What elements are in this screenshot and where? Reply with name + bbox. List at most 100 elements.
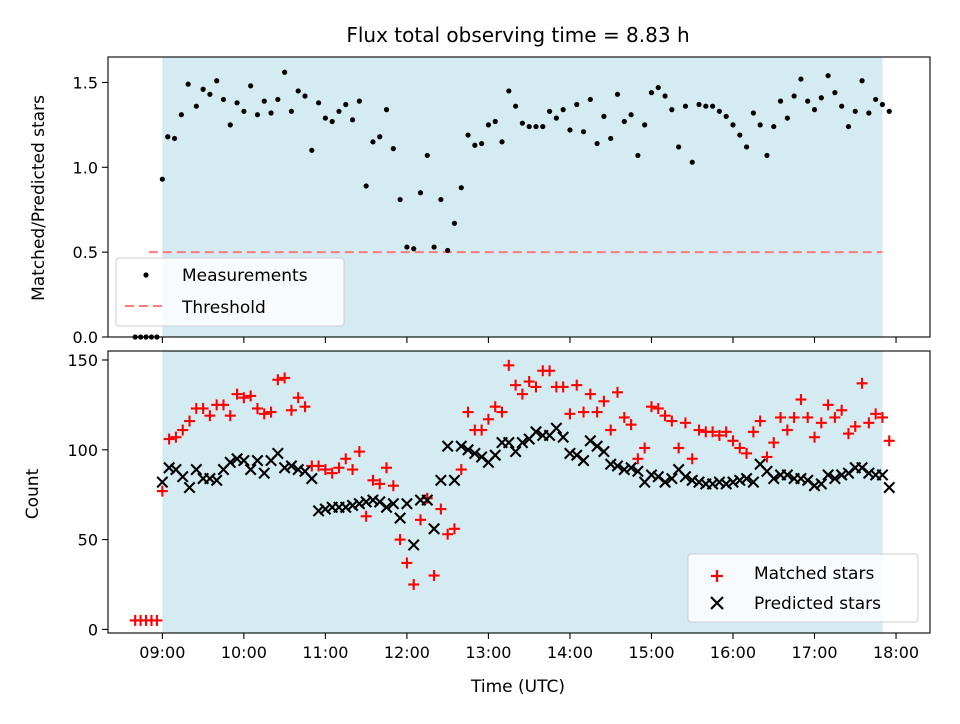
predicted-star-point (862, 467, 875, 480)
predicted-star-point (835, 468, 848, 481)
measurement-point (356, 98, 362, 104)
measurement-point (811, 107, 818, 113)
chart-title: Flux total observing time = 8.83 h (346, 23, 689, 47)
matched-star-point (734, 442, 746, 454)
predicted-star-point (597, 445, 610, 458)
measurement-point (411, 246, 417, 252)
predicted-star-point (231, 452, 244, 465)
matched-star-point (578, 406, 590, 418)
measurement-point (397, 196, 403, 203)
measurement-point (546, 108, 553, 114)
matched-star-point (584, 388, 596, 400)
measurement-point (791, 93, 797, 99)
measurement-point (689, 159, 695, 165)
matched-star-point (741, 447, 753, 459)
matched-star-point (238, 392, 250, 404)
predicted-star-point (407, 539, 420, 551)
measurement-point (580, 129, 587, 135)
measurement-point (165, 134, 171, 140)
predicted-star-point (876, 468, 889, 481)
measurement-point (587, 96, 593, 103)
measurement-point (642, 122, 648, 128)
predicted-star-point (645, 468, 658, 481)
matched-star-point (285, 404, 297, 416)
measurement-point (764, 152, 770, 159)
matched-star-point (489, 401, 501, 413)
measurement-point (200, 86, 206, 92)
matched-star-point (679, 417, 691, 429)
measurement-point (383, 107, 390, 113)
measurement-point (220, 96, 227, 103)
matched-star-point (394, 534, 406, 546)
matched-star-point (204, 410, 216, 422)
matched-star-point (836, 404, 848, 416)
matched-star-point (245, 390, 257, 402)
measurement-point (214, 78, 220, 84)
measurement-point (866, 110, 872, 116)
predicted-star-point (611, 460, 624, 472)
matched-star-point (251, 402, 263, 414)
measurement-point (445, 247, 451, 254)
measurement-point (608, 135, 614, 142)
measurement-point (540, 123, 546, 130)
matched-star-point (151, 614, 163, 626)
bottom-legend-box (687, 553, 919, 623)
measurement-point (560, 107, 566, 113)
measurement-point (750, 110, 756, 116)
top-legend: Measurements Threshold (115, 257, 345, 327)
matched-star-point (319, 464, 331, 476)
predicted-star-point (509, 445, 522, 458)
matched-star-point (795, 393, 807, 405)
bottom-y-axis-label: Count (23, 468, 43, 519)
predicted-star-point (353, 497, 366, 510)
predicted-star-point (468, 447, 481, 460)
matched-star-point (632, 453, 644, 465)
top-y-ticks: 0.0 0.5 1.0 1.5 (73, 73, 108, 347)
measurement-point (451, 220, 458, 226)
predicted-star-point (366, 494, 379, 507)
matched-star-point (591, 406, 603, 418)
matched-star-point (781, 424, 793, 436)
matched-star-point (503, 359, 515, 371)
measurement-point (771, 123, 777, 130)
predicted-star-point (448, 474, 461, 487)
matched-star-point (272, 374, 284, 386)
matched-star-point (754, 415, 766, 427)
x-tick-label: 17:00 (791, 643, 837, 662)
predicted-star-point (530, 425, 542, 438)
matched-star-point (299, 401, 311, 413)
measurement-point (682, 103, 689, 109)
predicted-star-point (822, 468, 835, 481)
measurement-point (343, 101, 349, 108)
x-axis-label: Time (UTC) (470, 677, 565, 697)
predicted-star-point (665, 472, 678, 485)
matched-star-point (822, 399, 834, 411)
top-y-axis-label: Matched/Predicted stars (29, 95, 49, 301)
matched-star-point (666, 415, 678, 427)
top-legend-box (115, 257, 345, 327)
legend-marker-predicted (710, 596, 724, 610)
matched-star-point (163, 433, 175, 445)
matched-star-point (557, 381, 569, 393)
measurement-point (159, 176, 165, 182)
measurement-point (839, 103, 845, 109)
matched-star-point (652, 402, 664, 414)
matched-star-point (231, 388, 243, 400)
measurement-point (757, 122, 763, 128)
predicted-star-point (618, 463, 631, 476)
predicted-star-point (271, 447, 284, 460)
predicted-star-point (462, 443, 474, 456)
predicted-star-point (828, 472, 841, 485)
measurement-point (845, 123, 852, 130)
bottom-legend: Matched stars Predicted stars (687, 553, 919, 623)
matched-star-point (387, 480, 399, 492)
measurement-point (438, 196, 444, 203)
y-tick-label: 100 (67, 441, 98, 460)
measurement-point (526, 123, 532, 130)
predicted-star-point (400, 497, 413, 510)
measurement-point (737, 132, 743, 138)
matched-star-point (435, 503, 447, 515)
measurement-point (879, 101, 886, 108)
bottom-y-ticks: 0 50 100 150 (67, 351, 108, 639)
matched-star-point (707, 426, 719, 438)
